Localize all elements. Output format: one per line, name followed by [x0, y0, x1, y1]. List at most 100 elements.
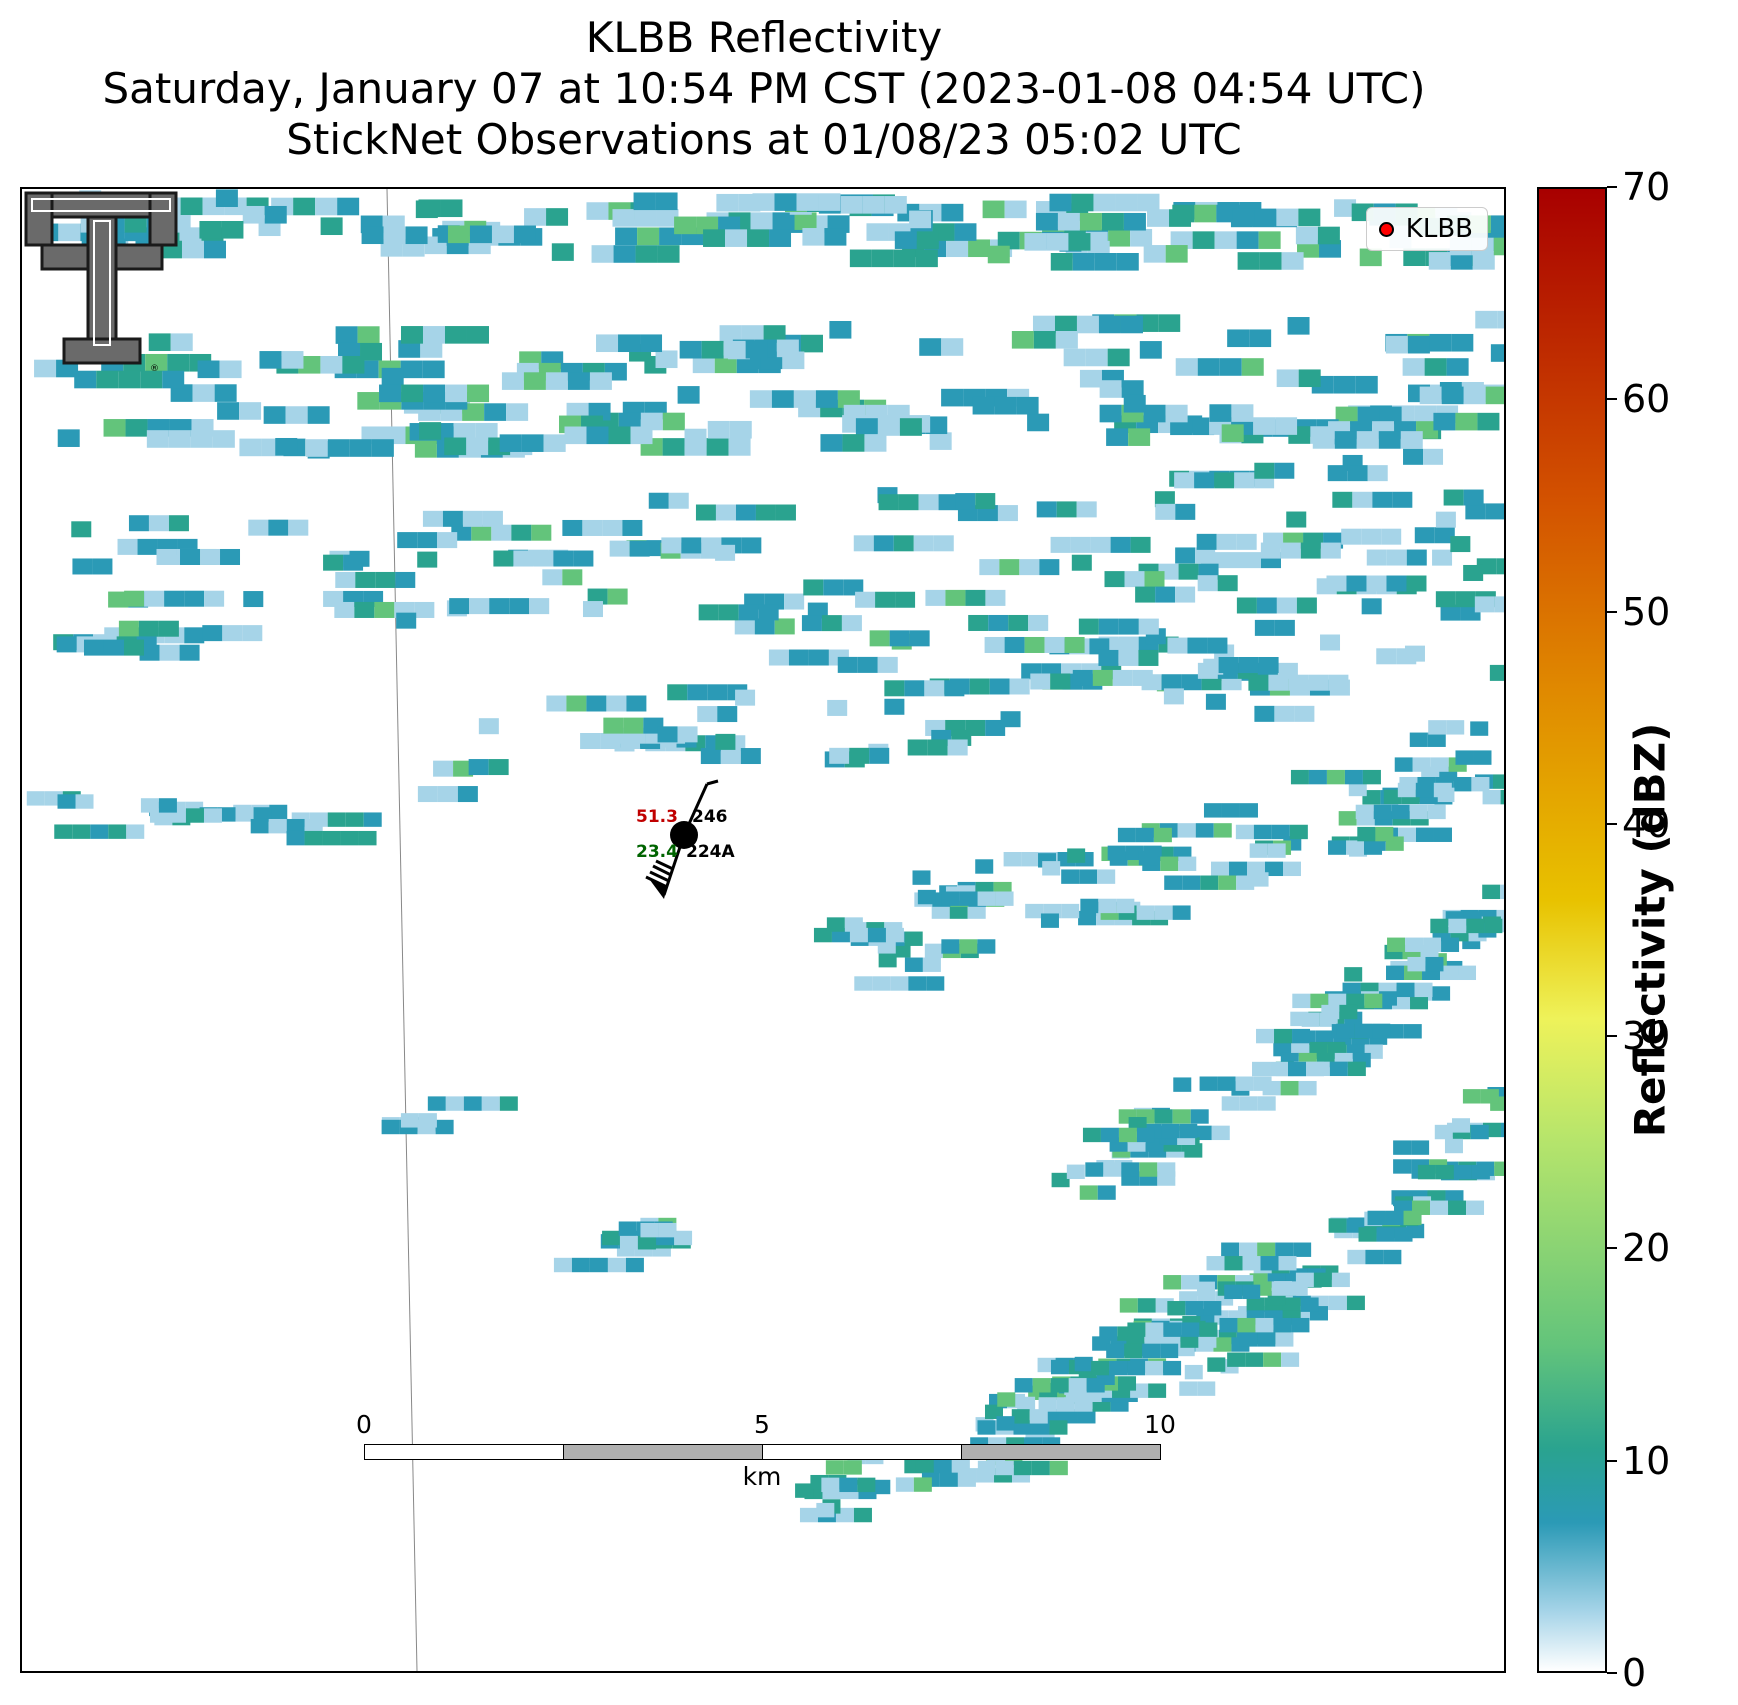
colorbar-label: Reflectivity (dBZ) — [1625, 722, 1675, 1138]
reflectivity-bin — [259, 351, 282, 369]
reflectivity-bin — [969, 678, 990, 695]
reflectivity-bin — [1207, 1357, 1226, 1372]
radar-map[interactable]: ® KLBB 51.3 246 23.4 224A — [20, 187, 1506, 1673]
reflectivity-bin — [417, 551, 438, 568]
reflectivity-bin — [1274, 619, 1295, 636]
reflectivity-bin — [1394, 757, 1413, 772]
reflectivity-bin — [1097, 1185, 1116, 1200]
station-temperature: 51.3 — [636, 807, 678, 827]
reflectivity-bin — [1300, 542, 1321, 559]
reflectivity-bin — [1175, 586, 1196, 603]
reflectivity-bin — [167, 353, 190, 372]
reflectivity-bin — [1415, 782, 1434, 798]
sticknet-station-plot[interactable] — [22, 189, 1504, 1671]
reflectivity-bin — [1309, 1041, 1328, 1057]
reflectivity-bin — [1347, 1061, 1366, 1077]
reflectivity-bin — [612, 209, 635, 227]
reflectivity-bin — [839, 1477, 858, 1493]
reflectivity-bin — [322, 830, 341, 846]
title-line-3: StickNet Observations at 01/08/23 05:02 … — [286, 115, 1242, 164]
reflectivity-bin — [808, 649, 829, 666]
reflectivity-bin — [1414, 982, 1433, 998]
reflectivity-bin — [1003, 852, 1022, 867]
reflectivity-bin — [1362, 769, 1381, 785]
reflectivity-bin — [895, 1477, 914, 1492]
reflectivity-bin — [1055, 331, 1078, 349]
reflectivity-bin — [123, 639, 144, 656]
reflectivity-bin — [1174, 472, 1195, 489]
reflectivity-bin — [692, 355, 715, 374]
reflectivity-bin — [1268, 674, 1289, 691]
reflectivity-bin — [1195, 547, 1216, 564]
reflectivity-bin — [677, 386, 700, 404]
reflectivity-bin — [758, 604, 779, 621]
reflectivity-bin — [533, 550, 554, 567]
reflectivity-bin — [566, 695, 587, 712]
reflectivity-bin — [741, 537, 762, 554]
reflectivity-bin — [138, 620, 159, 637]
reflectivity-bin — [1192, 231, 1215, 249]
map-title: KLBB Reflectivity Saturday, January 07 a… — [0, 12, 1528, 165]
reflectivity-bin — [551, 243, 574, 261]
reflectivity-bin — [1054, 315, 1077, 334]
reflectivity-bin — [1136, 1127, 1155, 1143]
reflectivity-bin — [735, 504, 756, 521]
reflectivity-bin — [1154, 491, 1175, 508]
reflectivity-bin — [1270, 1061, 1289, 1077]
reflectivity-bin — [717, 706, 738, 723]
reflectivity-bin — [618, 1221, 637, 1236]
reflectivity-bin — [1326, 769, 1345, 785]
reflectivity-bin — [1287, 317, 1310, 335]
reflectivity-bin — [1063, 348, 1086, 367]
reflectivity-bin — [1238, 656, 1259, 673]
reflectivity-bin — [1121, 1162, 1140, 1177]
reflectivity-bin — [1163, 1275, 1182, 1290]
reflectivity-bin — [1493, 237, 1504, 256]
reflectivity-bin — [626, 695, 647, 712]
reflectivity-bin — [162, 370, 185, 389]
reflectivity-bin — [924, 943, 943, 959]
reflectivity-bin — [615, 227, 638, 246]
reflectivity-bin — [264, 205, 287, 224]
reflectivity-bin — [1128, 428, 1151, 446]
reflectivity-bin — [293, 197, 316, 216]
reflectivity-bin — [1496, 558, 1504, 575]
reflectivity-bin — [1028, 614, 1049, 631]
reflectivity-bin — [26, 791, 45, 806]
reflectivity-bin — [609, 540, 630, 557]
reflectivity-bin — [1163, 1322, 1182, 1337]
reflectivity-bin — [941, 891, 960, 906]
reflectivity-bin — [884, 680, 905, 697]
reflectivity-bin — [1328, 840, 1347, 855]
reflectivity-bin — [674, 1230, 693, 1246]
reflectivity-bin — [158, 798, 177, 813]
station-marker-icon[interactable] — [670, 821, 698, 849]
reflectivity-bin — [904, 931, 923, 946]
reflectivity-bin — [96, 370, 119, 389]
radar-site-marker-icon — [1378, 221, 1394, 237]
reflectivity-bin — [1236, 231, 1259, 249]
reflectivity-bin — [1453, 776, 1472, 792]
reflectivity-bin — [125, 419, 148, 437]
reflectivity-bin — [1497, 310, 1504, 329]
reflectivity-bin — [1276, 208, 1299, 227]
reflectivity-bin — [323, 554, 344, 571]
reflectivity-bin — [1042, 861, 1061, 876]
reflectivity-bin — [305, 439, 328, 457]
reflectivity-bin — [1218, 875, 1237, 890]
reflectivity-bin — [398, 340, 421, 358]
reflectivity-bin — [586, 202, 609, 220]
station-id-top: 246 — [692, 807, 728, 827]
reflectivity-bin — [1116, 253, 1139, 271]
reflectivity-bin — [1489, 664, 1504, 681]
reflectivity-bin — [1203, 658, 1224, 675]
colorbar-tick-label: 40 — [1622, 801, 1671, 846]
reflectivity-bin — [1099, 1326, 1118, 1341]
reflectivity-bin — [493, 550, 514, 567]
reflectivity-bin — [1281, 252, 1304, 270]
reflectivity-bin — [1364, 993, 1383, 1009]
reflectivity-bin — [1455, 412, 1478, 431]
reflectivity-bin — [405, 226, 428, 245]
reflectivity-bin — [1057, 212, 1080, 231]
reflectivity-bin — [925, 416, 948, 435]
